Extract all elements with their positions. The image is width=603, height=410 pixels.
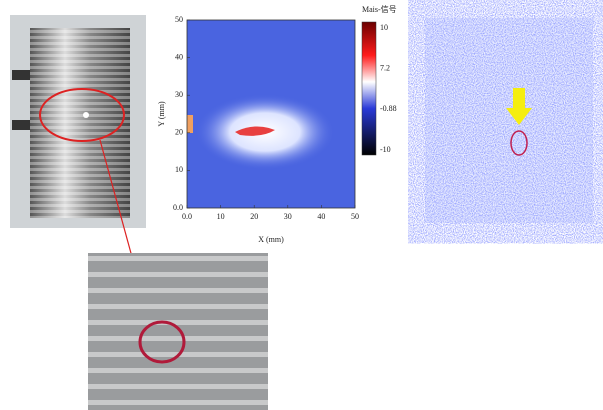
noise-image	[425, 18, 593, 223]
y-axis-label: Y (mm)	[157, 101, 166, 127]
colorbar-label: Mais-信号	[362, 4, 397, 14]
colorbar-tick-label: 10	[380, 23, 388, 32]
x-tick-label: 30	[284, 212, 292, 221]
y-tick-label: 20	[175, 128, 183, 137]
colorbar-tick-label: -10	[380, 145, 391, 154]
y-tick-label: 50	[175, 15, 183, 24]
y-tick-label: 10	[175, 165, 183, 174]
scan-plot: X (mm) Y (mm) Mais-信号 0.0 10 20 30 40 50 0.0 10…	[157, 4, 397, 244]
x-tick-label: 10	[217, 212, 225, 221]
cylinder-photo	[10, 15, 146, 228]
x-tick-label: 0.0	[182, 212, 192, 221]
heatmap-edge	[187, 115, 193, 133]
x-tick-label: 20	[250, 212, 258, 221]
x-tick-label: 50	[351, 212, 359, 221]
colorbar-tick-label: 7.2	[380, 63, 390, 72]
colorbar	[362, 22, 376, 155]
zoom-photo	[88, 253, 268, 410]
y-tick-label: 40	[175, 52, 183, 61]
x-axis-label: X (mm)	[258, 235, 284, 244]
figure: X (mm) Y (mm) Mais-信号 0.0 10 20 30 40 50 0.0 10…	[0, 0, 603, 410]
colorbar-tick-label: -0.88	[380, 104, 397, 113]
x-tick-label: 40	[317, 212, 325, 221]
y-tick-label: 30	[175, 90, 183, 99]
y-tick-label: 0.0	[173, 203, 183, 212]
